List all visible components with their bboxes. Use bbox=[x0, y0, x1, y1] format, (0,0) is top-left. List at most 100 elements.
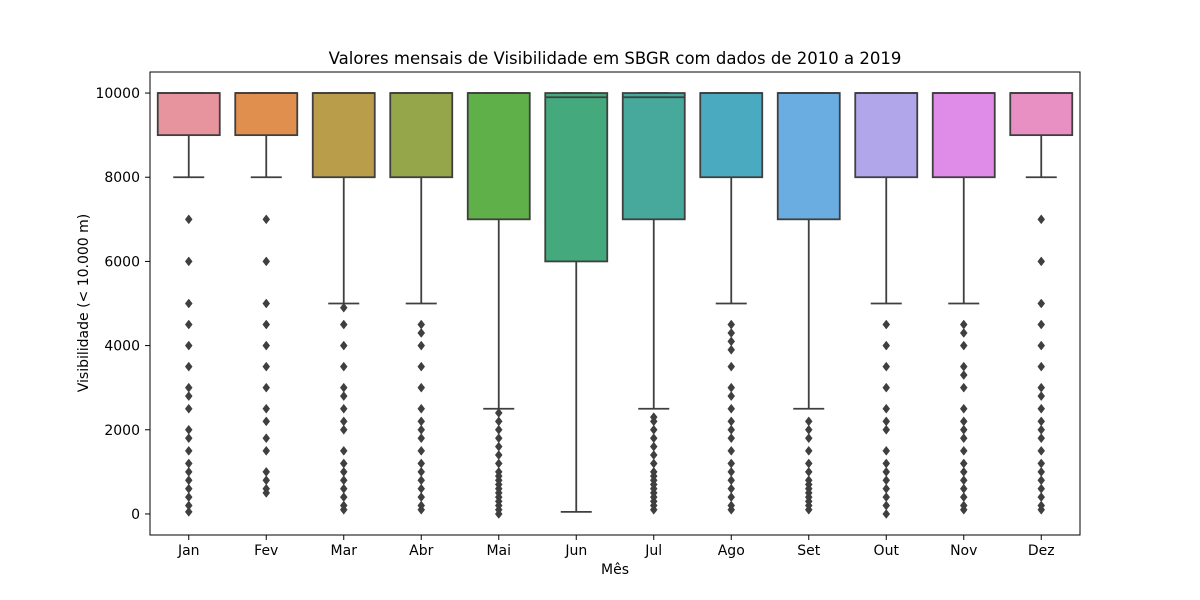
x-tick-label: Mai bbox=[486, 543, 511, 559]
outlier-point bbox=[959, 328, 968, 338]
y-tick-label: 10000 bbox=[95, 86, 140, 102]
outlier-point bbox=[1037, 214, 1046, 225]
outlier-point bbox=[1037, 319, 1046, 330]
outlier-point bbox=[339, 302, 348, 313]
outlier-point bbox=[262, 382, 271, 393]
box-iqr bbox=[931, 92, 996, 179]
outlier-point bbox=[727, 344, 736, 355]
x-axis-label: Mês bbox=[601, 562, 629, 578]
outlier-point bbox=[882, 445, 891, 456]
outlier-point bbox=[339, 319, 348, 330]
outlier-point bbox=[727, 504, 736, 515]
outlier-point bbox=[339, 391, 348, 402]
outlier-point bbox=[339, 424, 348, 435]
outlier-point bbox=[882, 424, 891, 435]
box-iqr bbox=[621, 92, 686, 221]
outlier-point bbox=[184, 433, 193, 444]
y-tick-label: 4000 bbox=[104, 339, 140, 355]
box-ago bbox=[699, 92, 764, 515]
y-tick-label: 8000 bbox=[104, 170, 140, 186]
y-tick-label: 6000 bbox=[104, 254, 140, 270]
outlier-point bbox=[1037, 256, 1046, 267]
outlier-point bbox=[417, 403, 426, 414]
box-dez bbox=[1009, 92, 1074, 515]
box-abr bbox=[389, 92, 454, 515]
x-tick-label: Nov bbox=[950, 543, 977, 559]
outlier-point bbox=[184, 445, 193, 456]
outlier-point bbox=[882, 340, 891, 351]
outlier-point bbox=[649, 504, 658, 515]
outlier-point bbox=[184, 391, 193, 402]
outlier-point bbox=[417, 445, 426, 456]
outlier-point bbox=[184, 403, 193, 414]
outlier-point bbox=[959, 433, 968, 444]
box-jul bbox=[621, 92, 686, 515]
x-tick-label: Fev bbox=[254, 543, 278, 559]
x-tick-label: Abr bbox=[409, 543, 433, 559]
outlier-point bbox=[804, 504, 813, 515]
outlier-point bbox=[262, 298, 271, 309]
outlier-point bbox=[882, 319, 891, 330]
outlier-point bbox=[882, 361, 891, 372]
outlier-point bbox=[1037, 445, 1046, 456]
box-iqr bbox=[1009, 92, 1074, 137]
y-axis-label: Visibilidade (< 10.000 m) bbox=[76, 214, 92, 393]
plot-area bbox=[156, 92, 1074, 519]
outlier-point bbox=[417, 504, 426, 515]
outlier-point bbox=[262, 340, 271, 351]
box-iqr bbox=[544, 92, 609, 263]
box-jan bbox=[156, 92, 221, 517]
outlier-point bbox=[959, 370, 968, 380]
outlier-point bbox=[727, 403, 736, 414]
outlier-point bbox=[262, 319, 271, 330]
box-iqr bbox=[466, 92, 531, 221]
outlier-point bbox=[339, 403, 348, 414]
outlier-point bbox=[339, 340, 348, 351]
outlier-point bbox=[417, 382, 426, 393]
outlier-point bbox=[339, 361, 348, 372]
outlier-point bbox=[262, 361, 271, 372]
x-tick-label: Ago bbox=[718, 543, 745, 559]
outlier-point bbox=[1037, 403, 1046, 414]
outlier-point bbox=[959, 340, 968, 351]
outlier-point bbox=[417, 328, 426, 338]
outlier-point bbox=[184, 256, 193, 267]
box-mar bbox=[311, 92, 376, 515]
outlier-point bbox=[1037, 361, 1046, 372]
outlier-point bbox=[882, 509, 891, 519]
outlier-point bbox=[184, 214, 193, 225]
outlier-point bbox=[339, 445, 348, 456]
box-iqr bbox=[234, 92, 299, 137]
outlier-point bbox=[1037, 433, 1046, 444]
outlier-point bbox=[1037, 298, 1046, 309]
chart-title: Valores mensais de Visibilidade em SBGR … bbox=[329, 49, 902, 68]
outlier-point bbox=[727, 445, 736, 456]
box-out bbox=[854, 92, 919, 519]
box-nov bbox=[931, 92, 996, 515]
outlier-point bbox=[417, 361, 426, 372]
box-iqr bbox=[776, 92, 841, 221]
x-tick-label: Jun bbox=[564, 543, 587, 559]
x-tick-label: Dez bbox=[1028, 543, 1055, 559]
outlier-point bbox=[262, 445, 271, 456]
outlier-point bbox=[882, 382, 891, 393]
outlier-point bbox=[184, 361, 193, 372]
box-iqr bbox=[156, 92, 221, 137]
outlier-point bbox=[727, 433, 736, 444]
outlier-point bbox=[262, 403, 271, 414]
outlier-point bbox=[804, 433, 813, 444]
outlier-point bbox=[959, 382, 968, 393]
outlier-point bbox=[262, 214, 271, 225]
outlier-point bbox=[184, 298, 193, 309]
outlier-point bbox=[417, 340, 426, 351]
outlier-point bbox=[184, 506, 193, 517]
outlier-point bbox=[262, 416, 271, 427]
outlier-point bbox=[882, 403, 891, 414]
outlier-point bbox=[262, 433, 271, 444]
outlier-point bbox=[184, 340, 193, 351]
outlier-point bbox=[339, 504, 348, 515]
outlier-point bbox=[494, 509, 503, 519]
outlier-point bbox=[727, 361, 736, 372]
